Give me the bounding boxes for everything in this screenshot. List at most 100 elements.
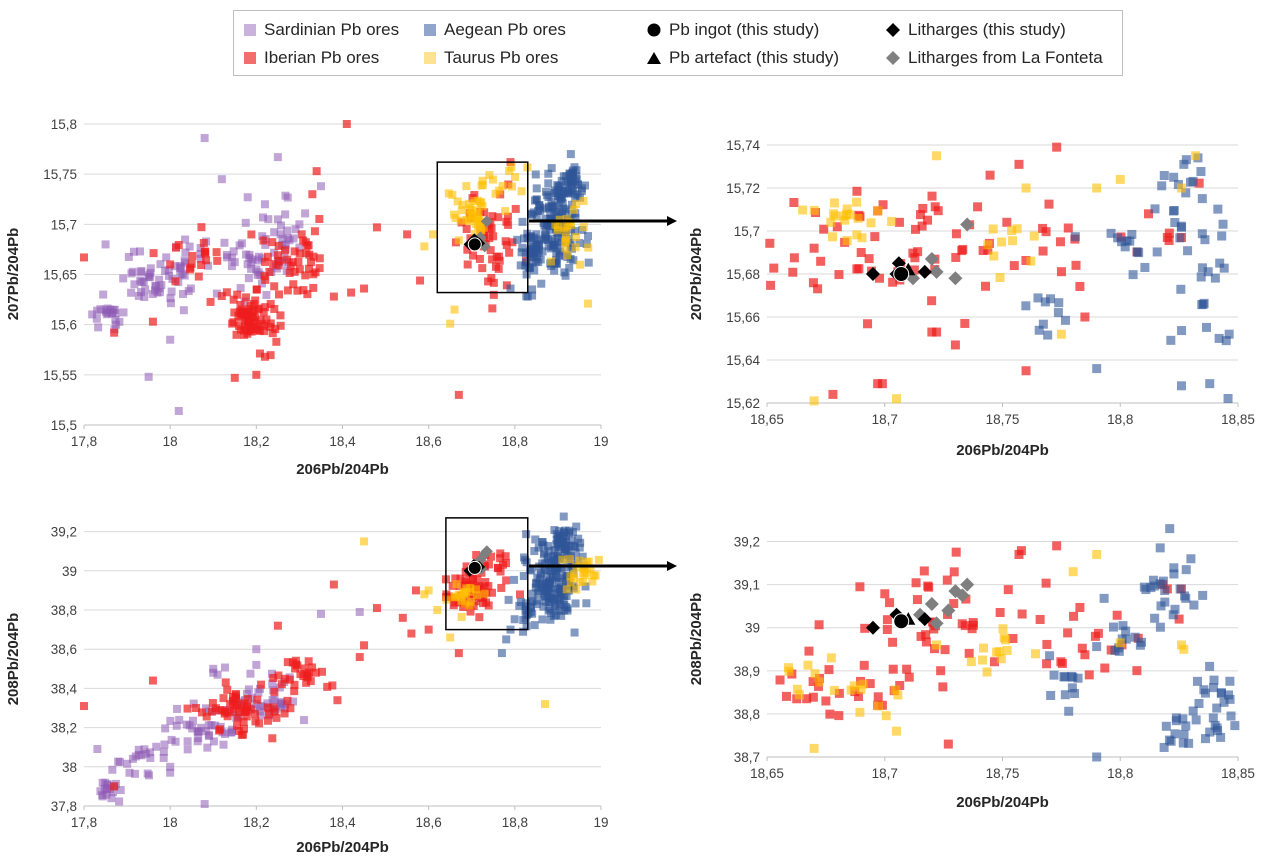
iberian-ore-point: [263, 703, 272, 712]
y-tick-label: 15,55: [43, 368, 77, 383]
aegean-ore-point: [519, 627, 528, 636]
aegean-ore-point: [1046, 294, 1056, 304]
iberian-ore-point: [496, 567, 505, 576]
iberian-ore-point: [302, 249, 311, 258]
iberian-ore-point: [516, 590, 525, 599]
iberian-ore-point: [824, 665, 834, 675]
iberian-ore-point: [236, 325, 245, 334]
taurus-ore-point: [444, 189, 453, 198]
iberian-ore-point: [489, 278, 498, 287]
iberian-ore-point: [478, 264, 487, 273]
taurus-ore-point: [966, 657, 976, 667]
aegean-ore-point: [1045, 651, 1055, 661]
iberian-ore-point: [1057, 658, 1067, 668]
plot-a-207-vs-206: 15,5 15,55 15,6 15,65 15,7 15,75 15,8 17,8 18 18,…: [5, 117, 609, 478]
aegean-ore-point: [522, 270, 531, 279]
aegean-ore-point: [570, 628, 579, 637]
taurus-ore-point: [566, 578, 575, 587]
y-tick-label: 15,7: [734, 224, 760, 239]
taurus-ore-point: [1002, 645, 1012, 655]
aegean-ore-point: [1127, 229, 1137, 239]
iberian-ore-point: [247, 327, 256, 336]
taurus-ore-point: [829, 685, 839, 695]
aegean-ore-point: [552, 189, 561, 198]
iberian-ore-point: [281, 246, 290, 255]
taurus-ore-point: [997, 237, 1007, 247]
iberian-ore-point: [852, 186, 862, 196]
sardinian-ore-point: [244, 685, 253, 694]
iberian-ore-point: [804, 646, 814, 656]
iberian-ore-point: [1080, 312, 1090, 322]
iberian-ore-point: [215, 725, 224, 734]
taurus-ore-point: [477, 181, 486, 190]
sardinian-ore-point: [177, 263, 186, 272]
aegean-ore-point: [1122, 236, 1132, 246]
aegean-ore-point: [1199, 685, 1209, 695]
aegean-ore-point: [537, 279, 546, 288]
iberian-ore-point: [819, 224, 829, 234]
iberian-ore-point: [283, 658, 292, 667]
iberian-ore-point: [254, 305, 263, 314]
aegean-ore-point: [563, 189, 572, 198]
aegean-ore-point: [1191, 715, 1201, 725]
aegean-ore-point: [576, 538, 585, 547]
litharge-marker: [917, 612, 932, 627]
iberian-ore-point: [261, 303, 270, 312]
aegean-ore-point: [1150, 613, 1160, 623]
iberian-ore-point: [276, 321, 285, 330]
iberian-ore-point: [240, 708, 249, 717]
iberian-ore-point: [269, 259, 278, 268]
sardinian-ore-point: [181, 248, 190, 257]
taurus-ore-point: [995, 272, 1005, 282]
x-tick-label: 18,8: [1107, 412, 1133, 427]
taurus-ore-point: [433, 606, 442, 614]
aegean-ore-point: [1161, 721, 1171, 731]
legend-item-litharges: Litharges (this study): [886, 19, 1066, 41]
iberian-ore-point: [263, 716, 272, 725]
taurus-ore-point: [798, 205, 808, 215]
sardinian-ore-point: [188, 716, 197, 725]
taurus-ore-point: [360, 537, 369, 546]
iberian-ore-point: [411, 586, 420, 595]
taurus-ore-point: [829, 198, 839, 208]
iberian-ore-point: [495, 256, 504, 265]
aegean-ore-point: [540, 548, 549, 557]
aegean-ore-point: [1092, 364, 1102, 374]
iberian-ore-point: [502, 576, 511, 585]
iberian-ore-point: [302, 678, 311, 687]
sardinian-ore-point: [125, 768, 134, 777]
iberian-ore-point: [266, 299, 275, 308]
iberian-ore-point: [1174, 614, 1184, 624]
sardinian-ore-point: [155, 284, 164, 293]
taurus-ore-point: [575, 556, 584, 565]
taurus-ore-point: [473, 591, 482, 600]
taurus-ore-point: [420, 590, 429, 599]
x-tick-label: 18,8: [1107, 766, 1133, 781]
aegean-ore-point: [559, 537, 568, 546]
iberian-ore-point: [475, 254, 484, 263]
aegean-ore-point: [1067, 671, 1077, 681]
taurus-ore-point: [866, 218, 876, 228]
aegean-ore-point: [568, 200, 577, 209]
legend-swatch-iberian: [244, 52, 256, 64]
iberian-ore-point: [985, 170, 995, 180]
legend-swatch-sardinian: [244, 24, 256, 36]
aegean-ore-point: [1040, 297, 1050, 307]
iberian-ore-point: [766, 280, 776, 290]
x-tick-label: 17,8: [71, 434, 97, 449]
iberian-ore-point: [456, 574, 465, 583]
iberian-ore-point: [285, 268, 294, 277]
x-axis-title: 206Pb/204Pb: [296, 839, 389, 856]
aegean-ore-point: [1214, 333, 1224, 343]
sardinian-ore-point: [134, 750, 143, 759]
legend-label-pb-ingot: Pb ingot (this study): [669, 20, 820, 39]
iberian-ore-point: [995, 608, 1005, 618]
sardinian-ore-point: [93, 745, 102, 754]
iberian-ore-point: [469, 251, 478, 260]
x-tick-label: 18,6: [416, 815, 442, 830]
iberian-ore-point: [502, 217, 511, 226]
taurus-ore-point: [517, 187, 526, 196]
sardinian-ore-point: [137, 266, 146, 275]
iberian-ore-point: [1021, 366, 1031, 376]
iberian-ore-point: [813, 284, 823, 294]
